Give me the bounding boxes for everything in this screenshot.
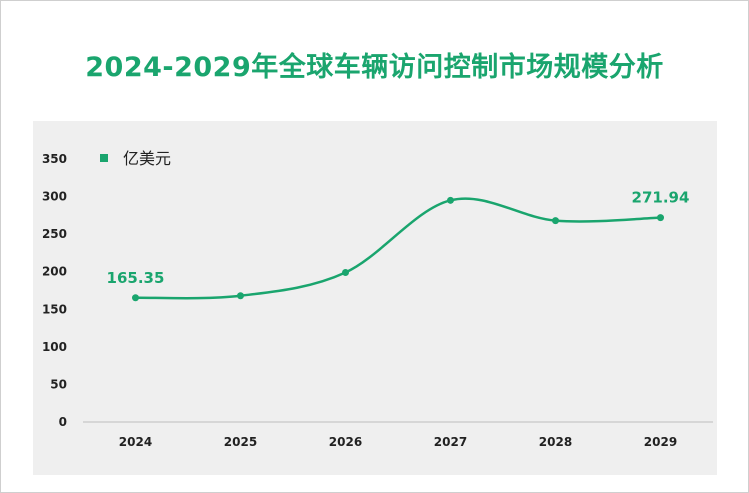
y-tick-label: 50 bbox=[50, 377, 67, 391]
x-tick-label: 2025 bbox=[224, 435, 257, 449]
data-labels: 165.35 271.94 bbox=[107, 189, 690, 287]
y-tick-label: 150 bbox=[42, 302, 67, 316]
data-point bbox=[342, 268, 349, 276]
legend-label: 亿美元 bbox=[123, 149, 171, 168]
y-axis: 0 50 100 150 200 250 300 350 bbox=[42, 152, 67, 429]
data-point bbox=[657, 214, 664, 222]
data-label: 165.35 bbox=[107, 269, 165, 287]
x-axis: 2024 2025 2026 2027 2028 2029 bbox=[83, 421, 713, 449]
data-point bbox=[552, 217, 559, 225]
data-point bbox=[237, 292, 244, 300]
series-line bbox=[135, 197, 661, 300]
legend: 亿美元 bbox=[100, 149, 171, 168]
y-tick-label: 200 bbox=[42, 265, 67, 279]
chart-title: 2024-2029年全球车辆访问控制市场规模分析 bbox=[85, 52, 664, 83]
data-label: 271.94 bbox=[632, 189, 690, 207]
y-tick-label: 0 bbox=[59, 415, 67, 429]
x-tick-label: 2024 bbox=[119, 435, 152, 449]
y-tick-label: 250 bbox=[42, 227, 67, 241]
x-tick-label: 2026 bbox=[329, 435, 362, 449]
x-tick-label: 2028 bbox=[539, 435, 572, 449]
data-point bbox=[447, 196, 454, 204]
x-tick-label: 2029 bbox=[644, 435, 677, 449]
legend-swatch bbox=[100, 154, 108, 162]
x-tick-label: 2027 bbox=[434, 435, 467, 449]
y-tick-label: 100 bbox=[42, 340, 67, 354]
data-point bbox=[132, 294, 139, 302]
y-tick-label: 300 bbox=[42, 190, 67, 204]
data-points bbox=[132, 196, 664, 302]
y-tick-label: 350 bbox=[42, 152, 67, 166]
